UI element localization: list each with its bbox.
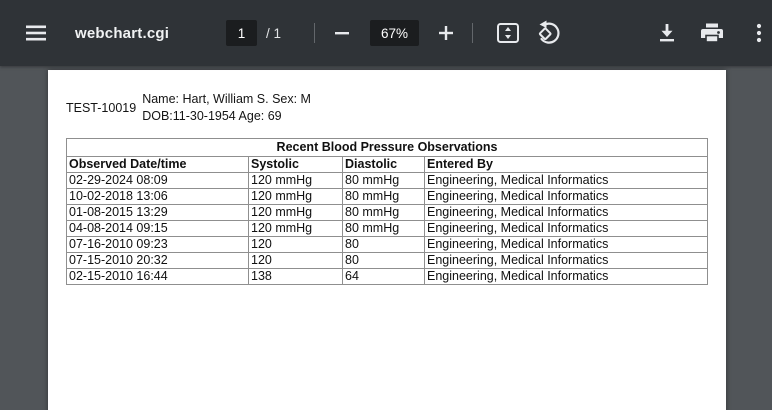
table-row: 07-15-2010 20:32 120 80 Engineering, Medica… [66,252,708,269]
table-cell: Engineering, Medical Informatics [424,220,708,237]
printer-icon [701,23,723,43]
column-header: Diastolic [342,156,425,173]
pdf-viewer-canvas[interactable]: TEST-10019 Name: Hart, William S. Sex: M… [0,66,772,410]
page-number-input[interactable] [226,20,257,46]
table-cell: 04-08-2014 09:15 [66,220,249,237]
download-button[interactable] [651,17,683,49]
print-button[interactable] [696,17,728,49]
table-cell: 02-29-2024 08:09 [66,172,249,189]
table-row: 07-16-2010 09:23 120 80 Engineering, Medica… [66,236,708,253]
table-cell: 80 mmHg [342,204,425,221]
column-header: Observed Date/time [66,156,249,173]
rotate-counterclockwise-icon [538,20,560,44]
table-cell: 120 mmHg [248,188,343,205]
toolbar-divider [472,23,473,43]
table-cell: 80 [342,236,425,253]
table-cell: 01-08-2015 13:29 [66,204,249,221]
table-cell: 138 [248,268,343,285]
table-cell: Engineering, Medical Informatics [424,172,708,189]
table-row: 02-29-2024 08:09 120 mmHg 80 mmHg Engineeri… [66,172,708,189]
table-cell: 80 mmHg [342,172,425,189]
table-cell: Engineering, Medical Informatics [424,268,708,285]
table-cell: 10-02-2018 13:06 [66,188,249,205]
table-cell: 07-15-2010 20:32 [66,252,249,269]
table-cell: 120 mmHg [248,172,343,189]
menu-button[interactable] [20,17,52,49]
page-count-label: / 1 [266,25,282,41]
table-cell: 120 [248,252,343,269]
three-dot-menu-icon [756,23,762,43]
table-cell: 80 mmHg [342,220,425,237]
table-row: 04-08-2014 09:15 120 mmHg 80 mmHg Engineeri… [66,220,708,237]
toolbar-divider [314,23,315,43]
table-row: 10-02-2018 13:06 120 mmHg 80 mmHg Engineeri… [66,188,708,205]
zoom-level-input[interactable] [370,20,419,46]
patient-name-line: Name: Hart, William S. Sex: M [142,92,311,106]
table-header-row: Observed Date/time Systolic Diastolic En… [66,156,708,173]
table-cell: 80 [342,252,425,269]
pdf-viewer-toolbar: webchart.cgi / 1 [0,0,772,66]
column-header: Entered By [424,156,708,173]
fit-to-page-button[interactable] [492,17,524,49]
table-cell: 120 mmHg [248,204,343,221]
document-title: webchart.cgi [75,24,170,42]
bp-table-body: 02-29-2024 08:09 120 mmHg 80 mmHg Engineeri… [66,172,708,285]
download-icon [660,24,674,42]
patient-demographics: Name: Hart, William S. Sex: M DOB:11-30-… [142,91,311,125]
plus-icon [439,26,453,40]
rotate-button[interactable] [533,17,565,49]
zoom-out-button[interactable] [326,17,358,49]
table-cell: Engineering, Medical Informatics [424,204,708,221]
patient-header: TEST-10019 Name: Hart, William S. Sex: M… [66,91,311,125]
table-cell: 02-15-2010 16:44 [66,268,249,285]
more-options-button[interactable] [743,17,772,49]
patient-dob-line: DOB:11-30-1954 Age: 69 [142,109,282,123]
blood-pressure-table: Recent Blood Pressure Observations Obser… [66,138,708,285]
table-cell: 120 [248,236,343,253]
table-cell: Engineering, Medical Informatics [424,188,708,205]
table-title: Recent Blood Pressure Observations [66,138,708,156]
fit-to-page-icon [497,23,519,43]
column-header: Systolic [248,156,343,173]
table-row: 01-08-2015 13:29 120 mmHg 80 mmHg Engineeri… [66,204,708,221]
table-cell: Engineering, Medical Informatics [424,236,708,253]
table-cell: 64 [342,268,425,285]
pdf-page: TEST-10019 Name: Hart, William S. Sex: M… [48,70,726,410]
table-cell: 80 mmHg [342,188,425,205]
patient-id: TEST-10019 [66,101,137,115]
table-cell: Engineering, Medical Informatics [424,252,708,269]
menu-icon [26,25,46,41]
table-row: 02-15-2010 16:44 138 64 Engineering, Medica… [66,268,708,285]
zoom-in-button[interactable] [430,17,462,49]
minus-icon [335,32,349,35]
table-cell: 07-16-2010 09:23 [66,236,249,253]
table-cell: 120 mmHg [248,220,343,237]
